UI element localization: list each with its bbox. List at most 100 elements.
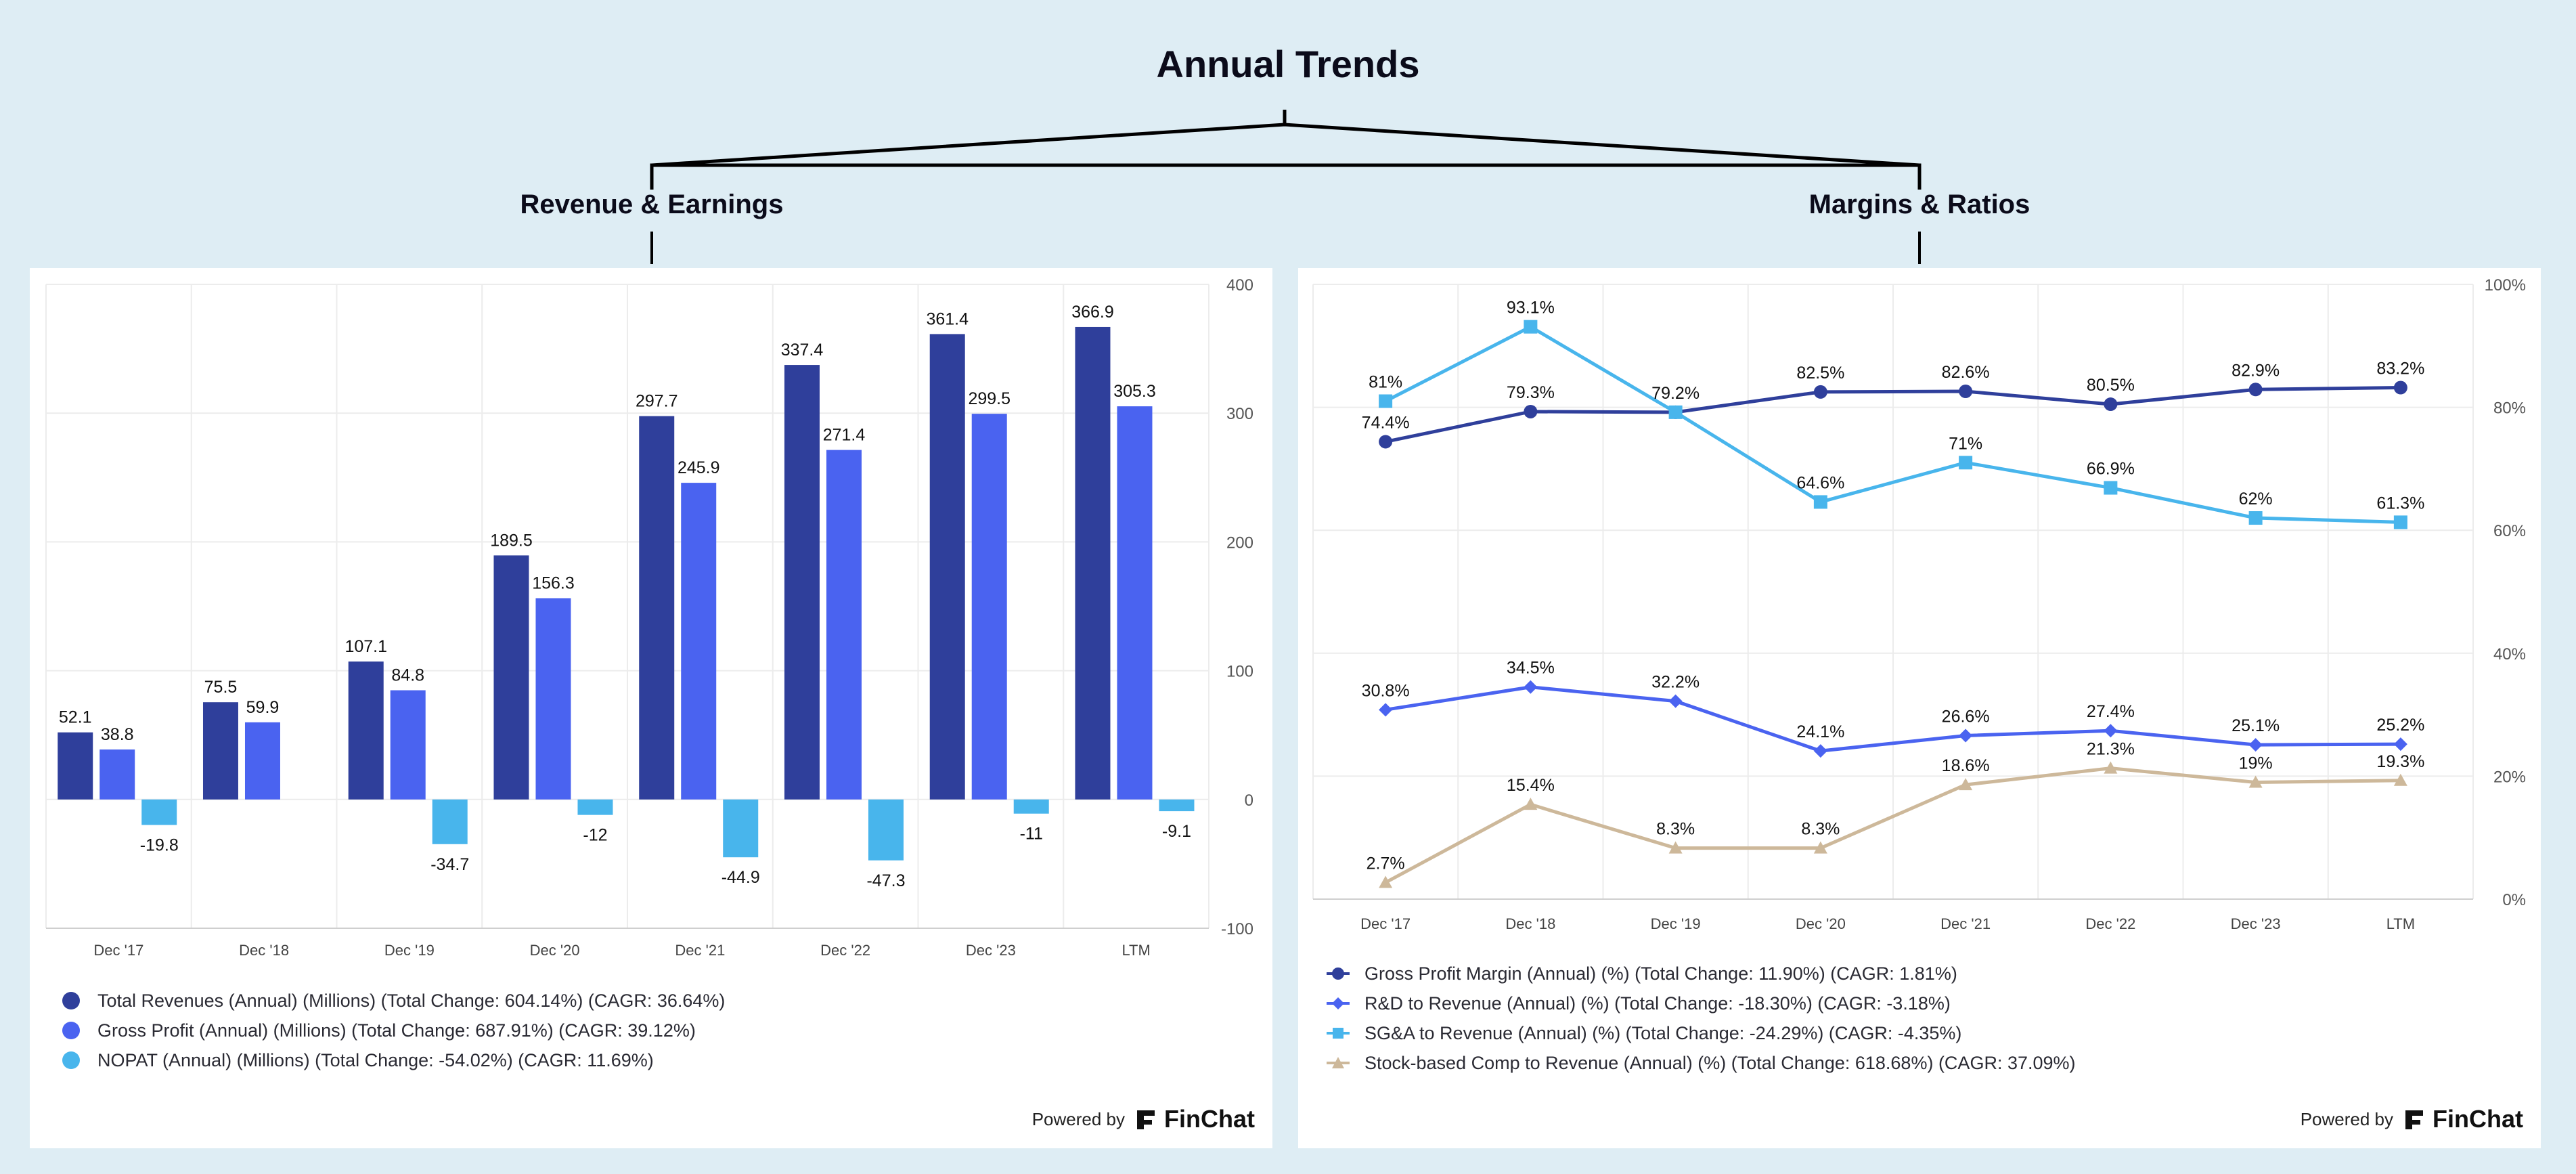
data-point xyxy=(2104,481,2118,495)
legend-marker-icon xyxy=(60,991,83,1010)
bar xyxy=(971,414,1007,800)
data-label: 25.1% xyxy=(2231,716,2280,735)
data-point xyxy=(1379,703,1393,717)
series-line xyxy=(1384,324,2401,524)
section-title-margins: Margins & Ratios xyxy=(1808,190,2030,219)
bar xyxy=(493,555,529,800)
x-tick-label: Dec '20 xyxy=(1796,915,1846,932)
bar xyxy=(1117,406,1153,800)
x-tick-label: Dec '20 xyxy=(530,942,580,959)
data-point xyxy=(2393,515,2407,529)
bar xyxy=(202,702,238,800)
y-tick-label: 60% xyxy=(2493,522,2526,540)
x-tick-label: Dec '19 xyxy=(1651,915,1701,932)
data-label: 79.2% xyxy=(1651,384,1700,403)
x-tick-label: Dec '18 xyxy=(1505,915,1555,932)
data-label: 66.9% xyxy=(2087,460,2135,479)
bar xyxy=(868,799,904,861)
data-label: 26.6% xyxy=(1942,707,1990,726)
y-tick-label: 40% xyxy=(2493,645,2526,664)
data-label: 62% xyxy=(2239,490,2273,508)
data-label: -47.3 xyxy=(866,871,905,890)
data-point xyxy=(1379,435,1393,449)
data-point xyxy=(1959,384,1973,398)
data-point xyxy=(1813,841,1827,854)
bar xyxy=(1013,799,1049,814)
legend-label: SG&A to Revenue (Annual) (%) (Total Chan… xyxy=(1364,1022,1962,1043)
data-label: 80.5% xyxy=(2087,376,2135,395)
data-label: 81% xyxy=(1369,373,1402,392)
powered-by-label: Powered by xyxy=(1031,1108,1126,1129)
revenue-earnings-panel: -100 0 100 200 300 400 Dec '17 Dec '18 Dec '19 De… xyxy=(30,268,1272,1148)
data-point xyxy=(1524,404,1538,418)
data-label: -44.9 xyxy=(721,868,760,887)
data-label: 21.3% xyxy=(2087,740,2135,759)
data-point xyxy=(1524,798,1538,810)
finchat-logo-icon xyxy=(2403,1108,2426,1131)
data-point xyxy=(2393,773,2407,786)
data-label: 82.6% xyxy=(1942,363,1990,382)
finchat-logo-icon xyxy=(1134,1108,1157,1131)
data-label: 8.3% xyxy=(1801,820,1840,839)
data-label: 34.5% xyxy=(1507,659,1555,678)
x-tick-label: Dec '23 xyxy=(2231,915,2281,932)
legend-item: R&D to Revenue (Annual) (%) (Total Chang… xyxy=(1327,988,2076,1018)
revenue-legend: Total Revenues (Annual) (Millions) (Tota… xyxy=(60,986,725,1075)
data-label: 8.3% xyxy=(1656,820,1695,839)
data-label: 93.1% xyxy=(1507,299,1555,318)
data-point xyxy=(1813,385,1827,399)
data-label: 61.3% xyxy=(2376,494,2424,513)
brand-name: FinChat xyxy=(1164,1105,1255,1133)
data-point xyxy=(1813,744,1827,758)
data-point xyxy=(1813,495,1827,509)
data-point xyxy=(2104,761,2118,774)
bar xyxy=(681,483,717,800)
data-label: 38.8 xyxy=(101,725,134,744)
data-label: 19.3% xyxy=(2376,752,2424,771)
data-label: -9.1 xyxy=(1162,822,1191,841)
bar xyxy=(58,732,93,800)
y-tick-label: 400 xyxy=(1226,276,1253,295)
x-tick-label: Dec '22 xyxy=(820,942,870,959)
brand-name: FinChat xyxy=(2433,1105,2523,1133)
series-line xyxy=(1385,685,2401,753)
data-label: 18.6% xyxy=(1942,756,1990,775)
x-tick-label: Dec '23 xyxy=(966,942,1016,959)
x-tick-label: Dec '22 xyxy=(2085,915,2135,932)
bar xyxy=(390,690,426,800)
data-label: 79.3% xyxy=(1507,383,1555,402)
data-point xyxy=(1959,729,1973,743)
margins-legend: Gross Profit Margin (Annual) (%) (Total … xyxy=(1327,959,2076,1078)
legend-marker-icon xyxy=(60,1021,83,1040)
data-point xyxy=(2248,738,2263,752)
powered-by-label: Powered by xyxy=(2300,1108,2394,1129)
series-line xyxy=(1384,766,2401,884)
bar xyxy=(577,799,613,815)
data-label: 156.3 xyxy=(532,574,575,593)
data-label: -34.7 xyxy=(430,855,469,874)
data-label: 30.8% xyxy=(1362,681,1410,700)
x-tick-label: LTM xyxy=(1122,942,1150,959)
legend-label: NOPAT (Annual) (Millions) (Total Change:… xyxy=(97,1049,654,1070)
data-label: 2.7% xyxy=(1367,854,1405,873)
series-line xyxy=(1385,386,2401,443)
y-tick-label: 200 xyxy=(1226,534,1253,552)
data-point xyxy=(2393,381,2407,395)
y-tick-label: 100 xyxy=(1226,663,1253,681)
data-point xyxy=(1524,320,1538,334)
legend-marker-icon xyxy=(60,1051,83,1070)
legend-item: Stock-based Comp to Revenue (Annual) (%)… xyxy=(1327,1048,2076,1078)
margins-line-chart: 0% 20% 40% 60% 80% 100% Dec '17 Dec '18 Dec '19 D… xyxy=(1312,276,2526,932)
bar xyxy=(826,450,862,800)
data-label: 32.2% xyxy=(1651,673,1700,692)
x-tick-label: Dec '21 xyxy=(1940,915,1991,932)
legend-label: R&D to Revenue (Annual) (%) (Total Chang… xyxy=(1364,993,1951,1014)
bar xyxy=(535,598,571,800)
data-label: 299.5 xyxy=(968,389,1011,408)
data-label: 107.1 xyxy=(345,637,387,656)
data-label: 82.5% xyxy=(1796,364,1844,383)
data-point xyxy=(2393,737,2407,752)
y-tick-label: 20% xyxy=(2493,768,2526,786)
y-tick-label: 0% xyxy=(2502,891,2526,909)
data-label: 189.5 xyxy=(490,531,533,550)
